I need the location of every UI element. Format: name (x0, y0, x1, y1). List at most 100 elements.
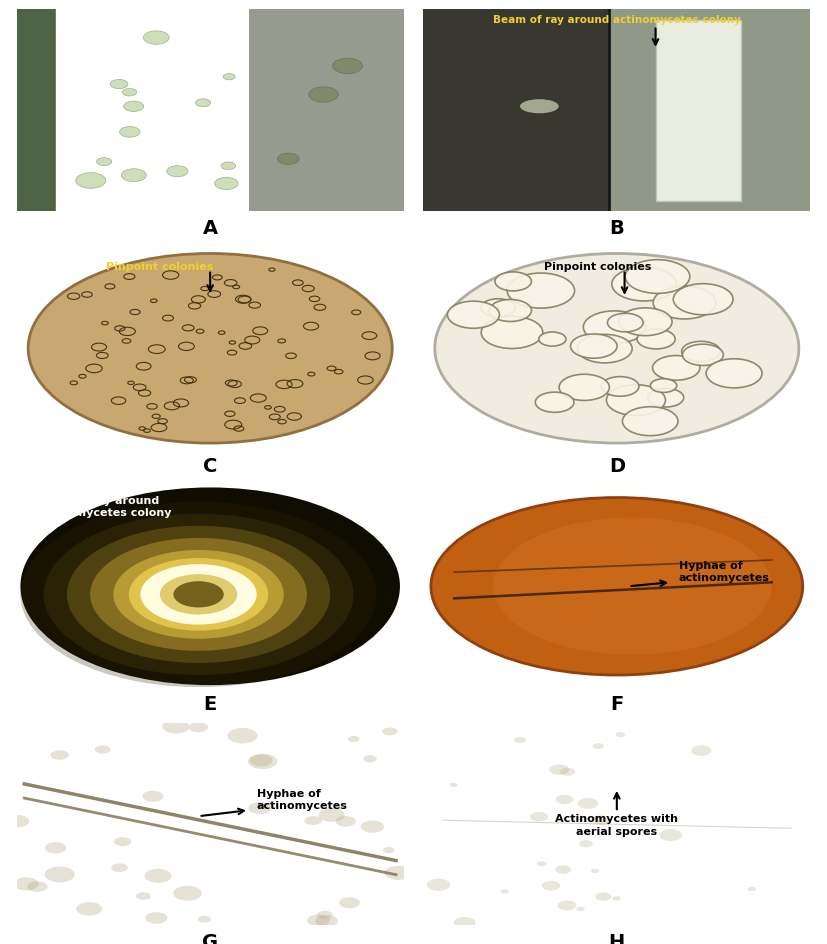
Circle shape (500, 889, 509, 894)
Circle shape (223, 74, 235, 80)
Circle shape (248, 802, 272, 815)
Circle shape (555, 866, 571, 874)
Text: Pinpoint colonies: Pinpoint colonies (544, 261, 651, 272)
Text: D: D (609, 457, 625, 476)
Circle shape (537, 861, 547, 867)
Circle shape (13, 877, 39, 890)
Circle shape (189, 722, 208, 733)
Circle shape (682, 345, 724, 365)
Circle shape (748, 886, 756, 891)
Polygon shape (0, 0, 55, 267)
Circle shape (142, 791, 164, 801)
Circle shape (595, 892, 611, 901)
Text: F: F (610, 695, 624, 715)
Circle shape (44, 514, 353, 675)
Circle shape (592, 816, 610, 825)
Circle shape (538, 332, 566, 346)
Circle shape (227, 728, 257, 744)
Circle shape (173, 885, 202, 901)
Circle shape (113, 550, 284, 639)
Circle shape (385, 866, 412, 880)
Circle shape (559, 374, 609, 400)
Circle shape (571, 334, 617, 358)
Circle shape (111, 864, 127, 872)
Circle shape (560, 767, 575, 776)
Text: Actinomycetes with
aerial spores: Actinomycetes with aerial spores (555, 814, 678, 836)
Circle shape (427, 879, 450, 891)
Circle shape (383, 847, 394, 853)
Circle shape (248, 753, 277, 769)
Circle shape (530, 812, 548, 821)
Circle shape (318, 911, 332, 919)
Circle shape (361, 820, 384, 833)
Circle shape (453, 917, 476, 928)
Circle shape (215, 177, 238, 190)
Circle shape (110, 79, 128, 89)
Circle shape (549, 765, 569, 775)
Circle shape (449, 783, 457, 787)
Circle shape (21, 487, 400, 685)
Circle shape (542, 881, 560, 890)
Circle shape (619, 308, 672, 336)
Circle shape (122, 169, 146, 181)
Circle shape (198, 916, 211, 922)
Circle shape (122, 89, 136, 96)
Circle shape (577, 334, 632, 362)
Circle shape (583, 311, 646, 344)
Circle shape (174, 582, 224, 607)
Circle shape (167, 166, 188, 177)
Circle shape (612, 267, 676, 301)
Circle shape (495, 272, 532, 291)
Text: Pinpoint colonies: Pinpoint colonies (106, 261, 213, 272)
Circle shape (648, 388, 684, 407)
Circle shape (67, 526, 330, 663)
Circle shape (45, 867, 75, 883)
Circle shape (141, 565, 256, 625)
Circle shape (691, 745, 711, 756)
Circle shape (625, 260, 690, 294)
Polygon shape (0, 0, 55, 267)
Circle shape (557, 901, 576, 910)
Circle shape (579, 840, 593, 848)
Circle shape (76, 902, 103, 916)
Circle shape (308, 87, 338, 102)
Text: E: E (203, 695, 217, 715)
Circle shape (97, 158, 112, 165)
Circle shape (556, 795, 573, 804)
Text: Hyphae of
actinomycetes: Hyphae of actinomycetes (679, 561, 770, 583)
Circle shape (162, 719, 189, 733)
Circle shape (348, 736, 360, 742)
Text: G: G (202, 934, 218, 944)
Circle shape (160, 574, 237, 615)
Text: A: A (203, 219, 218, 238)
Circle shape (95, 746, 110, 753)
Circle shape (490, 299, 532, 322)
Circle shape (332, 59, 362, 74)
Text: Beam of ray around
actinomycetes colony: Beam of ray around actinomycetes colony (36, 496, 171, 518)
Circle shape (278, 153, 299, 164)
Ellipse shape (431, 497, 803, 675)
Text: C: C (203, 457, 218, 476)
Text: B: B (609, 219, 624, 238)
Bar (609, 9, 810, 211)
Circle shape (146, 912, 167, 924)
Circle shape (659, 829, 682, 841)
Circle shape (382, 728, 398, 735)
Circle shape (250, 754, 273, 767)
Bar (656, 20, 741, 201)
Circle shape (606, 385, 666, 415)
Circle shape (120, 126, 140, 137)
Circle shape (601, 377, 639, 396)
Circle shape (129, 558, 268, 631)
Circle shape (653, 286, 716, 319)
Circle shape (318, 808, 345, 822)
Circle shape (616, 732, 625, 737)
Circle shape (315, 915, 338, 927)
Circle shape (76, 173, 106, 188)
Circle shape (593, 743, 604, 749)
Circle shape (363, 755, 377, 762)
Circle shape (577, 798, 598, 809)
Circle shape (145, 868, 171, 883)
Circle shape (195, 99, 211, 107)
Circle shape (535, 392, 574, 413)
